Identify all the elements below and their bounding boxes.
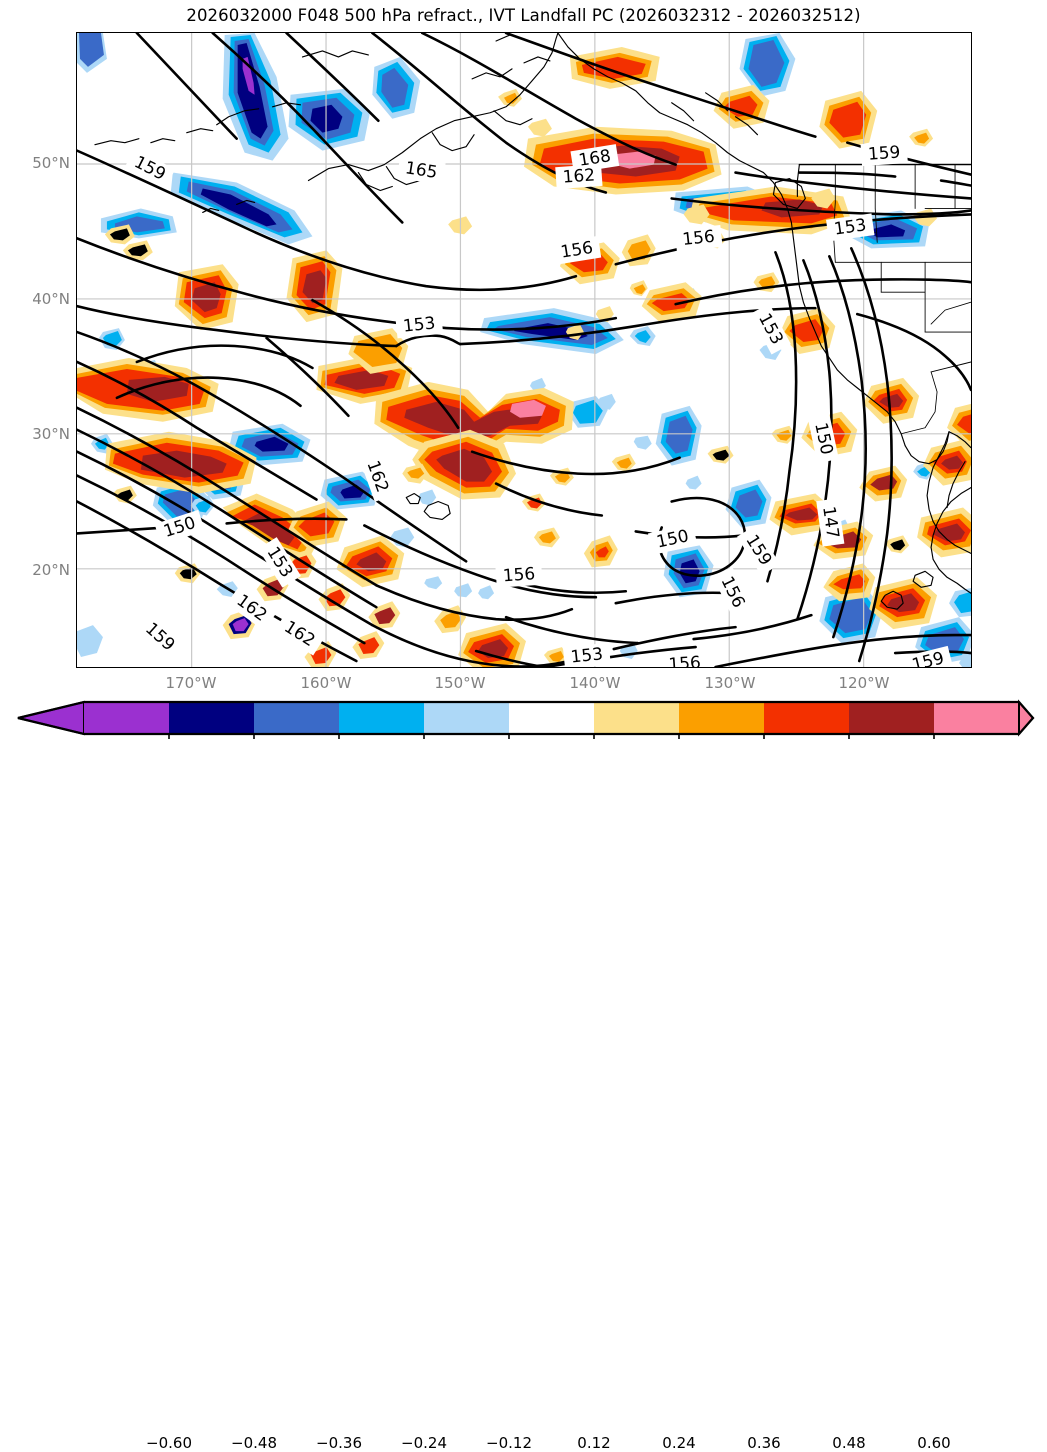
lat-tick-40n: 40°N: [32, 290, 70, 308]
cbar-tick-0.24: 0.24: [662, 1434, 696, 1452]
svg-text:159: 159: [867, 142, 901, 164]
colorbar-svg: [17, 699, 1035, 739]
cbar-tick--0.24: −0.24: [401, 1434, 447, 1452]
colorbar-swatches: [17, 699, 1035, 739]
cbar-tick-0.36: 0.36: [747, 1434, 781, 1452]
cbar-tick--0.12: −0.12: [486, 1434, 532, 1452]
svg-text:153: 153: [833, 214, 868, 238]
svg-text:156: 156: [668, 652, 702, 667]
cbar-tick-0.48: 0.48: [832, 1434, 866, 1452]
lat-tick-20n: 20°N: [32, 561, 70, 579]
lat-tick-30n: 30°N: [32, 425, 70, 443]
lon-tick-150w: 150°W: [434, 674, 486, 692]
lat-tick-50n: 50°N: [32, 154, 70, 172]
figure-canvas: 2026032000 F048 500 hPa refract., IVT La…: [0, 6, 1047, 1452]
svg-text:147: 147: [819, 505, 843, 540]
colorbar: −0.60 −0.48 −0.36 −0.24 −0.12 0.12 0.24 …: [0, 699, 1047, 1452]
lon-tick-170w: 170°W: [165, 674, 217, 692]
lon-tick-120w: 120°W: [838, 674, 890, 692]
map-svg: 168 165 162 159: [77, 33, 971, 667]
svg-text:156: 156: [502, 563, 536, 585]
cbar-tick--0.36: −0.36: [316, 1434, 362, 1452]
svg-text:159: 159: [910, 647, 946, 667]
cbar-tick--0.60: −0.60: [146, 1434, 192, 1452]
lon-tick-160w: 160°W: [300, 674, 352, 692]
lon-tick-140w: 140°W: [569, 674, 621, 692]
svg-text:153: 153: [402, 312, 436, 335]
map-plot-area: 168 165 162 159: [76, 32, 972, 668]
svg-text:156: 156: [559, 237, 594, 262]
coastline-geography: [94, 33, 971, 610]
svg-text:165: 165: [404, 157, 439, 182]
refractivity-contours: [77, 33, 971, 667]
page-title: 2026032000 F048 500 hPa refract., IVT La…: [186, 6, 861, 25]
svg-text:156: 156: [681, 226, 715, 249]
cbar-tick--0.48: −0.48: [231, 1434, 277, 1452]
lon-tick-130w: 130°W: [704, 674, 756, 692]
shaded-correlation-field: [77, 33, 971, 667]
cbar-tick-0.60: 0.60: [917, 1434, 951, 1452]
svg-text:153: 153: [570, 643, 604, 666]
cbar-tick-0.12: 0.12: [577, 1434, 611, 1452]
svg-text:162: 162: [562, 164, 596, 186]
